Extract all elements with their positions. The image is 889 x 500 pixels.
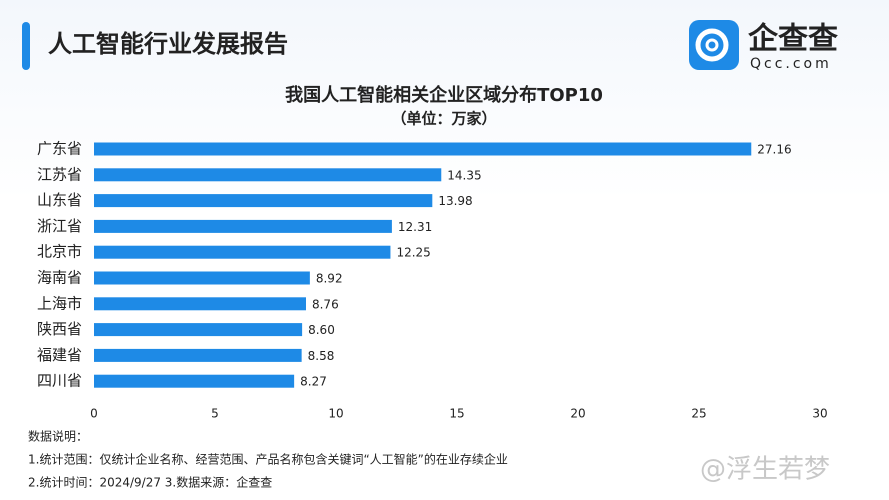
bar — [94, 245, 391, 259]
x-tick-label: 25 — [691, 407, 706, 421]
bar — [94, 194, 433, 208]
x-tick-label: 15 — [449, 407, 464, 421]
x-tick-label: 5 — [211, 407, 219, 421]
x-tick-label: 10 — [328, 407, 343, 421]
note: 数据说明： — [28, 429, 88, 444]
y-tick-label: 广东省 — [37, 140, 82, 158]
logo-icon-core — [705, 38, 719, 52]
y-tick-label: 陕西省 — [37, 320, 82, 338]
bar — [94, 374, 295, 388]
logo-icon-ring — [695, 28, 729, 62]
y-tick-label: 浙江省 — [37, 217, 82, 235]
bar — [94, 168, 442, 182]
header-title: 人工智能行业发展报告 — [48, 30, 288, 58]
value-label: 8.60 — [308, 323, 335, 337]
y-tick-label: 四川省 — [37, 372, 82, 390]
bar — [94, 348, 302, 362]
x-tick-label: 0 — [90, 407, 98, 421]
chart-subtitle: （单位：万家） — [391, 110, 496, 128]
note: 1.统计范围：仅统计企业名称、经营范围、产品名称包含关键词“人工智能”的在业存续… — [28, 452, 508, 467]
y-tick-label: 山东省 — [37, 191, 82, 209]
value-label: 12.25 — [396, 246, 430, 260]
header-accent — [22, 22, 30, 70]
watermark: @浮生若梦 — [700, 455, 830, 485]
y-tick-label: 江苏省 — [37, 165, 82, 183]
bar — [94, 219, 392, 233]
value-label: 12.31 — [398, 220, 432, 234]
bar — [94, 297, 306, 311]
bar — [94, 142, 752, 156]
y-tick-label: 海南省 — [37, 269, 82, 287]
y-tick-label: 北京市 — [37, 243, 82, 261]
note: 2.统计时间：2024/9/27 3.数据来源：企查查 — [28, 475, 272, 490]
bar — [94, 271, 310, 285]
x-tick-label: 30 — [812, 407, 827, 421]
logo-domain: Qcc.com — [750, 56, 832, 72]
x-tick-label: 20 — [570, 407, 585, 421]
chart-title: 我国人工智能相关企业区域分布TOP10 — [285, 84, 603, 106]
value-label: 27.16 — [757, 143, 791, 157]
value-label: 8.58 — [308, 349, 335, 363]
y-tick-label: 福建省 — [37, 346, 82, 364]
y-tick-label: 上海市 — [37, 294, 82, 312]
value-label: 14.35 — [447, 168, 481, 182]
value-label: 8.92 — [316, 272, 343, 286]
logo-name: 企查查 — [748, 22, 838, 57]
value-label: 13.98 — [438, 194, 472, 208]
bar — [94, 323, 303, 337]
value-label: 8.27 — [300, 375, 327, 389]
value-label: 8.76 — [312, 297, 339, 311]
